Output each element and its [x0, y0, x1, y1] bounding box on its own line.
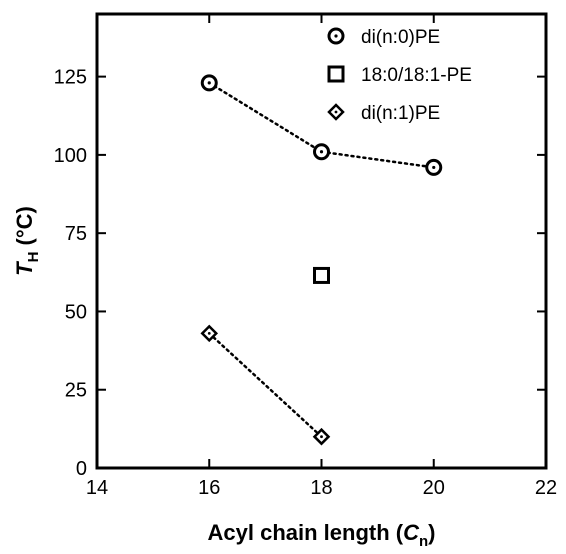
x-tick-label: 16 [198, 477, 220, 499]
data-point-circle [425, 158, 443, 176]
series-line-2 [208, 332, 323, 438]
x-axis-label-main: Acyl chain length ( [208, 520, 404, 545]
legend-marker-square [327, 65, 345, 83]
x-tick-label: 18 [310, 477, 332, 499]
legend-label: di(n:1)PE [361, 103, 440, 124]
y-tick-label: 75 [65, 223, 87, 245]
data-point-square [313, 266, 330, 284]
y-tick-label: 25 [65, 380, 87, 402]
data-point-circle [313, 143, 330, 161]
data-point-circle [200, 74, 218, 92]
y-tick-label: 0 [76, 458, 87, 480]
plot-frame [95, 12, 548, 470]
x-tick-label: 14 [86, 477, 108, 499]
x-axis-label-close: ) [428, 520, 435, 545]
plot-layer [200, 74, 443, 446]
legend-label: di(n:0)PE [361, 27, 440, 48]
y-tick-label: 50 [65, 301, 87, 323]
data-point-diamond [200, 324, 219, 343]
y-tick-label: 125 [54, 67, 87, 89]
legend: di(n:0)PE 18:0/18:1-PE di(n:1)PE [327, 27, 472, 124]
y-axis-label: TH (°C) [12, 206, 42, 276]
x-tick-label: 22 [535, 477, 557, 499]
legend-marker-circle [327, 27, 345, 45]
y-axis-label-sub: H [25, 252, 42, 263]
legend-marker-diamond [327, 103, 345, 121]
y-axis-label-italic: T [12, 261, 37, 276]
y-tick-label: 100 [54, 145, 87, 167]
x-axis-label-sub: n [419, 533, 428, 550]
x-tick-label: 20 [423, 477, 445, 499]
y-axis-label-rest: (°C) [12, 206, 37, 251]
x-axis-label-italic: C [403, 520, 420, 545]
data-point-diamond [312, 427, 331, 446]
legend-label: 18:0/18:1-PE [361, 65, 472, 86]
x-axis-label: Acyl chain length (Cn) [208, 520, 436, 550]
ticks-layer: 14 16 18 20 22 0 25 50 75 100 125 [54, 14, 557, 499]
